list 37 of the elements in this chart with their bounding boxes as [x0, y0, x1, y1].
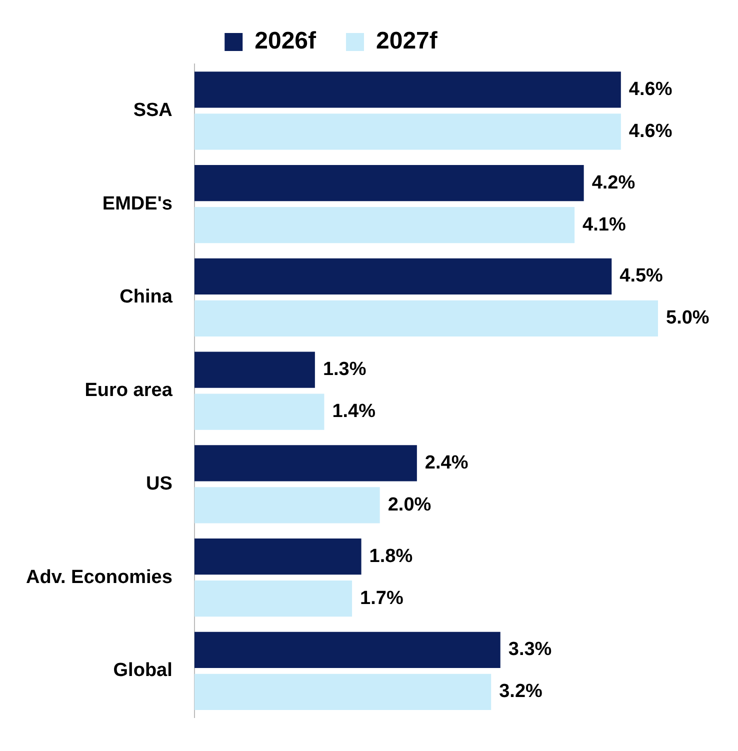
bar	[194, 258, 612, 294]
bar	[194, 207, 575, 244]
data-label: 3.2%	[499, 681, 543, 702]
bar	[194, 487, 380, 524]
data-label: 2.4%	[424, 452, 468, 474]
data-label: 1.8%	[369, 546, 413, 567]
bar	[194, 445, 417, 482]
y-tick-label: EMDE's	[102, 193, 172, 214]
data-label: 4.1%	[582, 214, 626, 236]
y-tick-label: Global	[113, 660, 172, 682]
bar	[194, 300, 658, 337]
bar	[194, 72, 621, 108]
y-tick-label: China	[120, 286, 173, 308]
data-label: 4.2%	[592, 172, 636, 194]
bar	[194, 674, 492, 710]
y-tick-label: SSA	[133, 100, 173, 121]
legend-label: 2026f	[254, 28, 318, 55]
data-label: 4.6%	[628, 78, 672, 100]
legend-label: 2027f	[376, 28, 438, 55]
data-label: 2.0%	[388, 494, 432, 516]
bar	[194, 538, 362, 575]
bar	[194, 580, 352, 617]
data-label: 4.5%	[620, 266, 664, 287]
data-label: 4.6%	[628, 120, 672, 142]
data-label: 1.3%	[322, 359, 366, 380]
data-label: 5.0%	[666, 308, 710, 329]
y-tick-label: Adv. Economies	[26, 566, 172, 588]
y-tick-label: Euro area	[84, 380, 173, 402]
data-label: 3.3%	[508, 639, 552, 660]
bar	[194, 632, 500, 668]
bar	[194, 352, 315, 388]
bar	[194, 394, 324, 430]
data-label: 1.7%	[360, 588, 404, 609]
bar	[194, 164, 584, 202]
y-tick-label: US	[146, 473, 172, 494]
bar	[194, 114, 621, 150]
data-label: 1.4%	[332, 401, 376, 422]
